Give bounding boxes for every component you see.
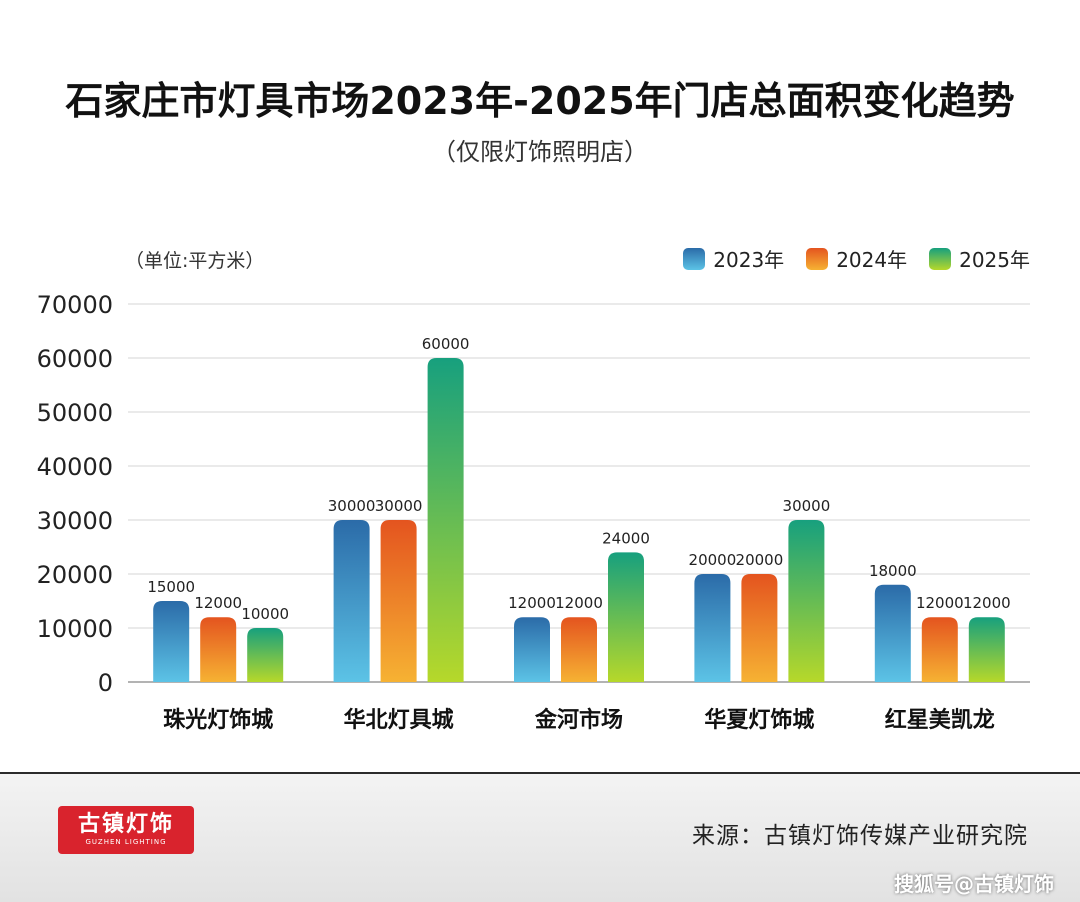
data-label: 12000 (555, 594, 603, 612)
x-category-label: 金河市场 (534, 707, 623, 733)
y-tick-label: 20000 (37, 561, 113, 589)
bar-2024年-华北灯具城 (380, 520, 417, 682)
legend-label-2024: 2024年 (836, 248, 908, 272)
brand-logo: 古镇灯饰 GUZHEN LIGHTING (58, 806, 194, 854)
bar-2024年-金河市场 (561, 617, 597, 682)
data-label: 30000 (328, 497, 376, 515)
y-tick-label: 40000 (37, 453, 113, 481)
chart-subtitle: （仅限灯饰照明店） (432, 138, 648, 166)
legend-swatch-2025 (929, 247, 952, 270)
data-label: 12000 (508, 594, 556, 612)
data-label: 20000 (736, 551, 784, 569)
x-category-label: 华夏灯饰城 (704, 707, 814, 733)
data-label: 30000 (783, 497, 831, 515)
bar-2025年-金河市场 (608, 552, 644, 682)
legend-swatch-2023 (683, 247, 706, 270)
footer: 古镇灯饰 GUZHEN LIGHTING 来源：古镇灯饰传媒产业研究院 搜狐号@… (0, 772, 1080, 902)
bar-2025年-红星美凯龙 (968, 617, 1005, 682)
bar-2024年-珠光灯饰城 (200, 617, 237, 682)
data-label: 12000 (963, 594, 1011, 612)
data-label: 12000 (194, 594, 242, 612)
data-label: 18000 (869, 562, 917, 580)
bar-2024年-华夏灯饰城 (741, 574, 778, 682)
data-label: 10000 (241, 605, 289, 623)
x-category-label: 珠光灯饰城 (163, 707, 273, 733)
bar-2023年-金河市场 (514, 617, 550, 682)
data-label: 30000 (375, 497, 423, 515)
y-tick-label: 30000 (37, 507, 113, 535)
bar-2025年-华夏灯饰城 (788, 520, 825, 682)
legend-swatch-2024 (806, 247, 829, 270)
legend: 2023年 2024年 2025年 (683, 244, 1030, 273)
bar-chart: 0 10000 20000 30000 40000 50000 60000 70000 1500… (37, 291, 1030, 733)
legend-label-2023: 2023年 (713, 248, 785, 272)
y-tick-label: 70000 (37, 291, 113, 319)
legend-item-2025: 2025年 (929, 244, 1030, 273)
data-label: 24000 (602, 529, 650, 547)
bar-2025年-珠光灯饰城 (247, 628, 284, 682)
data-label: 12000 (916, 594, 964, 612)
bar-2024年-红星美凯龙 (921, 617, 958, 682)
x-category-label: 华北灯具城 (344, 707, 454, 733)
y-tick-label: 0 (98, 669, 113, 697)
x-category-label: 红星美凯龙 (885, 707, 995, 733)
bar-2023年-华夏灯饰城 (694, 574, 731, 682)
y-tick-label: 50000 (37, 399, 113, 427)
bar-2025年-华北灯具城 (427, 358, 464, 682)
data-label: 15000 (147, 578, 195, 596)
y-tick-label: 10000 (37, 615, 113, 643)
data-label: 60000 (422, 335, 470, 353)
bar-2023年-珠光灯饰城 (153, 601, 190, 682)
legend-item-2024: 2024年 (806, 244, 907, 273)
unit-label: （单位:平方米） (125, 250, 265, 272)
y-tick-label: 60000 (37, 345, 113, 373)
source-note: 来源：古镇灯饰传媒产业研究院 (692, 823, 1028, 849)
chart-title: 石家庄市灯具市场2023年-2025年门店总面积变化趋势 (65, 79, 1015, 123)
bar-2023年-华北灯具城 (333, 520, 370, 682)
watermark: 搜狐号@古镇灯饰 (894, 872, 1054, 896)
bar-2023年-红星美凯龙 (874, 584, 911, 682)
legend-item-2023: 2023年 (683, 244, 784, 273)
legend-label-2025: 2025年 (959, 248, 1030, 272)
data-label: 20000 (689, 551, 737, 569)
